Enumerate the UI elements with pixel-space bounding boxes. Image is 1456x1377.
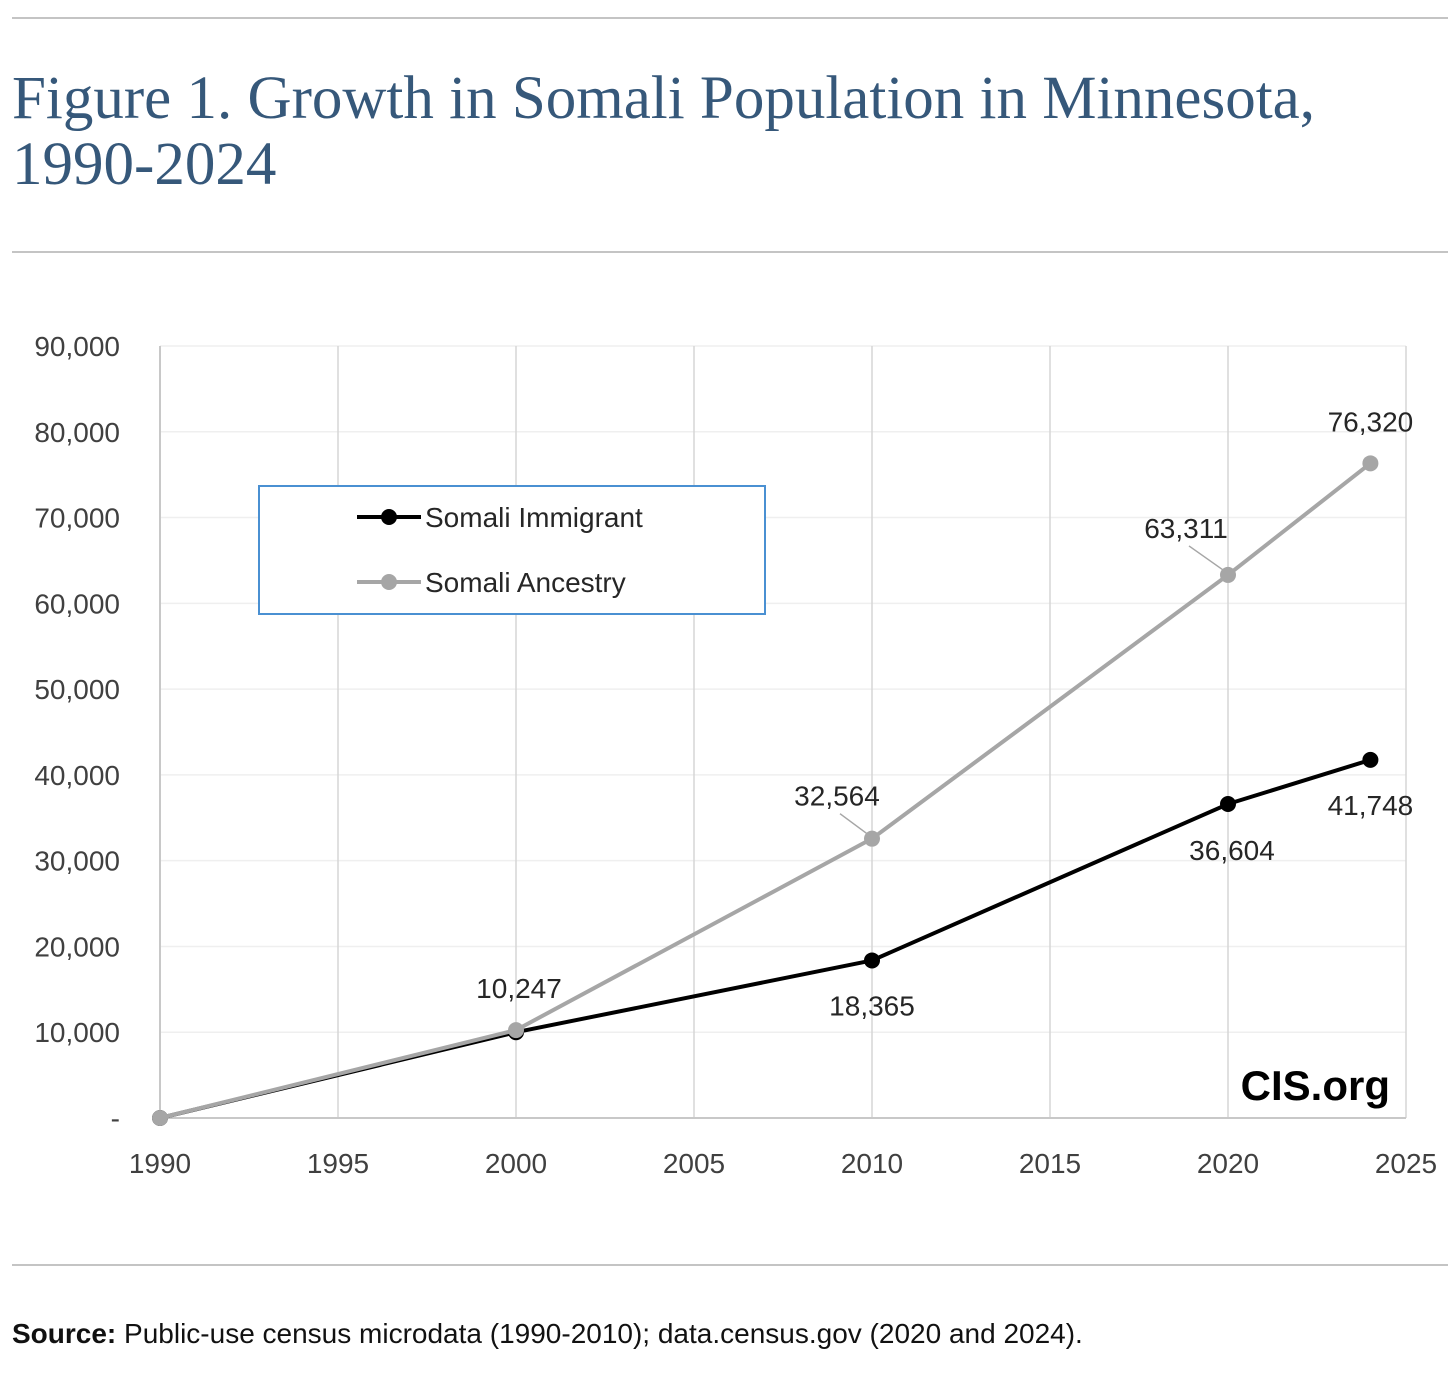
data-point [864, 952, 880, 969]
y-tick-label: - [111, 1103, 120, 1134]
y-tick-label: 20,000 [34, 931, 120, 962]
x-tick-label: 1995 [307, 1148, 369, 1179]
y-tick-label: 90,000 [34, 331, 120, 362]
data-point [508, 1022, 524, 1039]
data-labels: 18,365 36,604 41,748 10,247 32,564 63,311 76,3… [476, 406, 1413, 1021]
data-label: 36,604 [1189, 835, 1275, 866]
series-line-0 [159, 757, 1371, 1120]
x-tick-label: 2010 [841, 1148, 903, 1179]
data-label: 63,311 [1144, 513, 1228, 544]
y-tick-label: 40,000 [34, 760, 120, 791]
x-tick-label: 2005 [663, 1148, 725, 1179]
y-tick-label: 30,000 [34, 846, 120, 877]
cis-watermark: CIS.org [1241, 1062, 1390, 1109]
figure-title: Figure 1. Growth in Somali Population in… [12, 65, 1315, 198]
legend-label: Somali Immigrant [425, 502, 643, 533]
data-point [864, 830, 880, 847]
series-layer [152, 455, 1379, 1126]
line-chart: - 10,000 20,000 30,000 40,000 50,000 60,000 70,… [34, 331, 1437, 1179]
data-point [152, 1110, 168, 1126]
x-tick-label: 2025 [1375, 1148, 1437, 1179]
x-tick-label: 2000 [485, 1148, 547, 1179]
title-divider [12, 251, 1448, 253]
label-leader-line [1188, 545, 1224, 571]
data-point [1220, 566, 1236, 583]
legend-marker-0 [381, 509, 397, 525]
legend-marker-1 [381, 574, 397, 590]
data-point [1362, 455, 1379, 472]
legend: Somali Immigrant Somali Ancestry [258, 485, 766, 615]
legend-box [258, 485, 766, 615]
source-text: Public-use census microdata (1990-2010);… [116, 1318, 1083, 1349]
data-label: 32,564 [794, 781, 880, 812]
data-point [1220, 796, 1236, 813]
y-tick-label: 50,000 [34, 674, 120, 705]
gridlines [160, 345, 1407, 1118]
data-label: 41,748 [1328, 790, 1414, 821]
source-label: Source: [12, 1318, 117, 1349]
legend-label: Somali Ancestry [425, 567, 626, 598]
axes: - 10,000 20,000 30,000 40,000 50,000 60,000 70,… [34, 331, 1437, 1179]
data-label: 76,320 [1328, 406, 1414, 437]
y-tick-label: 80,000 [34, 417, 120, 448]
y-tick-label: 70,000 [34, 503, 120, 534]
x-tick-label: 2020 [1197, 1148, 1259, 1179]
top-divider [12, 17, 1448, 19]
x-tick-label: 2015 [1019, 1148, 1081, 1179]
y-tick-label: 10,000 [34, 1017, 120, 1048]
y-tick-label: 60,000 [34, 588, 120, 619]
x-tick-label: 1990 [129, 1148, 191, 1179]
data-label: 10,247 [476, 973, 562, 1004]
source-note: Source: Public-use census microdata (199… [12, 1318, 1083, 1350]
data-point [1362, 751, 1379, 768]
label-leader-line [839, 813, 868, 835]
bottom-divider [12, 1264, 1448, 1266]
data-label: 18,365 [829, 990, 915, 1021]
